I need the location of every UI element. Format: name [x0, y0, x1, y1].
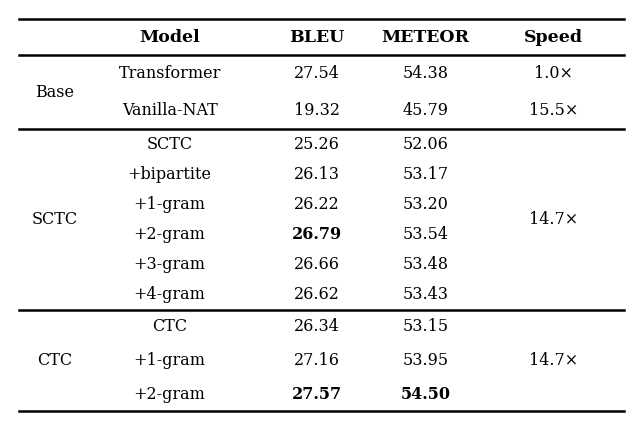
Text: 52.06: 52.06 — [403, 136, 449, 153]
Text: +3-gram: +3-gram — [134, 256, 205, 273]
Text: 15.5×: 15.5× — [529, 102, 578, 119]
Text: +2-gram: +2-gram — [134, 386, 205, 403]
Text: 45.79: 45.79 — [403, 102, 449, 119]
Text: Base: Base — [35, 84, 74, 101]
Text: Transformer: Transformer — [118, 65, 221, 82]
Text: 25.26: 25.26 — [294, 136, 340, 153]
Text: 26.79: 26.79 — [292, 226, 342, 243]
Text: SCTC: SCTC — [31, 211, 77, 228]
Text: 14.7×: 14.7× — [529, 352, 578, 369]
Text: CTC: CTC — [152, 318, 187, 335]
Text: Speed: Speed — [524, 28, 583, 46]
Text: 53.15: 53.15 — [403, 318, 449, 335]
Text: +4-gram: +4-gram — [134, 286, 205, 303]
Text: +1-gram: +1-gram — [134, 352, 205, 369]
Text: 53.43: 53.43 — [403, 286, 449, 303]
Text: 19.32: 19.32 — [294, 102, 340, 119]
Text: Model: Model — [140, 28, 200, 46]
Text: 53.20: 53.20 — [403, 196, 449, 213]
Text: 53.48: 53.48 — [403, 256, 449, 273]
Text: 26.22: 26.22 — [294, 196, 340, 213]
Text: 26.66: 26.66 — [294, 256, 340, 273]
Text: SCTC: SCTC — [147, 136, 193, 153]
Text: 14.7×: 14.7× — [529, 211, 578, 228]
Text: 26.34: 26.34 — [294, 318, 340, 335]
Text: +bipartite: +bipartite — [127, 166, 212, 183]
Text: METEOR: METEOR — [381, 28, 470, 46]
Text: 27.54: 27.54 — [294, 65, 340, 82]
Text: Vanilla-NAT: Vanilla-NAT — [122, 102, 218, 119]
Text: 53.54: 53.54 — [403, 226, 449, 243]
Text: +1-gram: +1-gram — [134, 196, 205, 213]
Text: BLEU: BLEU — [289, 28, 344, 46]
Text: CTC: CTC — [37, 352, 72, 369]
Text: 27.16: 27.16 — [294, 352, 340, 369]
Text: 27.57: 27.57 — [292, 386, 342, 403]
Text: 53.17: 53.17 — [403, 166, 449, 183]
Text: +2-gram: +2-gram — [134, 226, 205, 243]
Text: 26.13: 26.13 — [294, 166, 340, 183]
Text: 53.95: 53.95 — [403, 352, 449, 369]
Text: 1.0×: 1.0× — [534, 65, 573, 82]
Text: 54.50: 54.50 — [401, 386, 451, 403]
Text: 26.62: 26.62 — [294, 286, 340, 303]
Text: 54.38: 54.38 — [403, 65, 449, 82]
